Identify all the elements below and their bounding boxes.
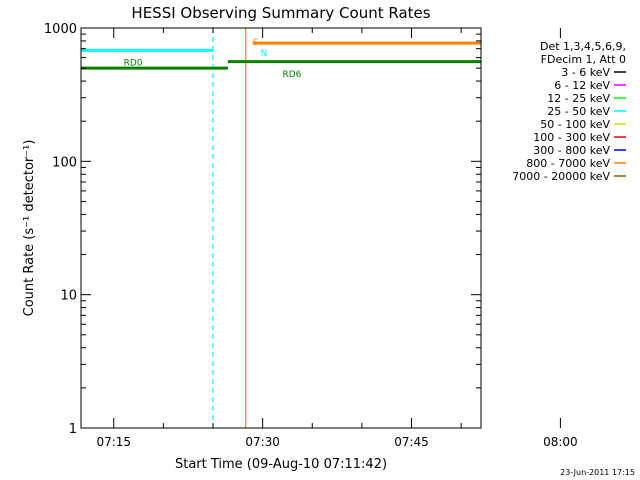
x-axis-label: Start Time (09-Aug-10 07:11:42) — [175, 457, 387, 472]
x-tick-label: 07:15 — [96, 435, 131, 449]
chart-title: HESSI Observing Summary Count Rates — [131, 4, 430, 22]
legend-label: 300 - 800 keV — [533, 144, 610, 157]
y-tick-label: 1 — [69, 422, 77, 437]
legend-header: FDecim 1, Att 0 — [541, 53, 626, 66]
legend-label: 6 - 12 keV — [554, 79, 610, 92]
legend-header: Det 1,3,4,5,6,9, — [540, 40, 626, 53]
flag-label: S — [253, 38, 259, 48]
plot-area: SN RD0 RD6 — [81, 28, 481, 428]
flag-label: RD0 — [124, 59, 143, 69]
y-tick-label: 1000 — [44, 22, 77, 37]
flag-label: N — [261, 49, 268, 59]
legend-label: 800 - 7000 keV — [526, 157, 610, 170]
x-tick-label: 07:30 — [245, 435, 280, 449]
legend-label: 50 - 100 keV — [540, 118, 610, 131]
y-tick-label: 100 — [52, 155, 77, 170]
date-stamp: 23-Jun-2011 17:15 — [560, 468, 635, 477]
legend-label: 7000 - 20000 keV — [512, 170, 610, 183]
x-tick-label: 07:45 — [394, 435, 429, 449]
legend-label: 3 - 6 keV — [561, 66, 610, 79]
legend-label: 12 - 25 keV — [547, 92, 610, 105]
legend-label: 25 - 50 keV — [547, 105, 610, 118]
y-tick-label: 10 — [60, 289, 77, 304]
y-axis-label: Count Rate (s⁻¹ detector⁻¹) — [22, 140, 37, 317]
plot-frame — [80, 27, 482, 429]
x-tick-label: 08:00 — [543, 435, 578, 449]
legend-label: 100 - 300 keV — [533, 131, 610, 144]
axes: 07:1507:3007:4508:0008:1508:3008:4511010… — [44, 22, 578, 449]
flag-label: RD6 — [282, 70, 301, 80]
legend: Det 1,3,4,5,6,9,FDecim 1, Att 03 - 6 keV… — [512, 40, 626, 183]
